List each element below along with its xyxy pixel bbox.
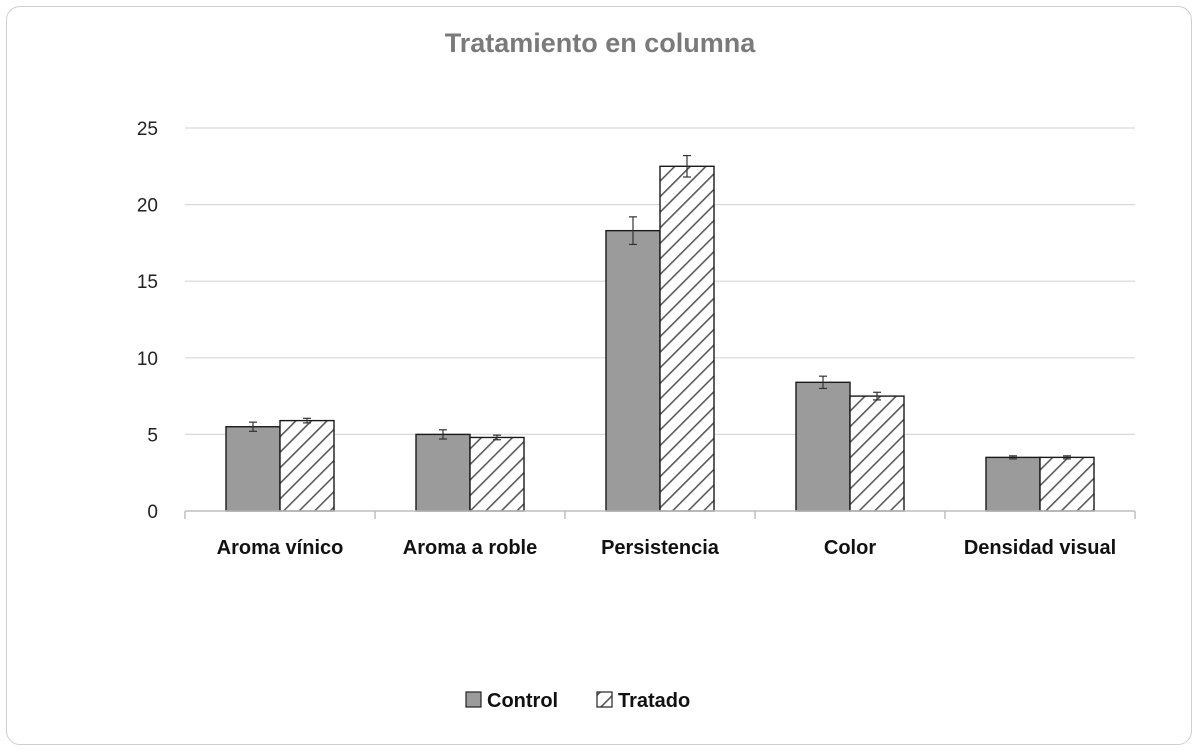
error-bar-tratado-1 [493, 434, 501, 441]
bar-tratado-1 [469, 436, 525, 512]
error-bars [249, 154, 1071, 460]
error-bar-tratado-0 [303, 417, 311, 424]
error-bar-control-3 [819, 375, 827, 390]
x-category-label: Color [824, 537, 876, 559]
y-tick-label: 25 [137, 119, 158, 140]
bar-control-2 [605, 229, 661, 512]
chart-title: Tratamiento en columna [445, 28, 757, 58]
y-axis-ticks: 0 5 10 15 20 25 [137, 119, 158, 523]
x-axis [184, 510, 1136, 519]
bar-tratado-2 [659, 165, 715, 512]
y-tick-label: 0 [147, 502, 158, 523]
x-category-label: Persistencia [601, 537, 720, 559]
y-tick-label: 10 [137, 349, 158, 370]
chart-frame [6, 6, 1192, 745]
bar-tratado-4 [1039, 456, 1095, 512]
bar-control-4 [985, 456, 1041, 512]
error-bar-control-0 [249, 421, 257, 432]
bar-tratado-3 [849, 395, 905, 512]
bar-control-1 [415, 433, 471, 512]
bar-tratado-0 [279, 419, 335, 512]
legend-swatch-control [465, 691, 482, 708]
error-bar-tratado-3 [873, 391, 881, 401]
bar-control-3 [795, 381, 851, 512]
y-tick-label: 5 [147, 425, 158, 446]
legend-swatch-tratado [596, 691, 613, 708]
legend-label-control: Control [487, 690, 558, 712]
error-bar-control-1 [439, 429, 447, 440]
bar-control-0 [225, 426, 281, 512]
y-tick-label: 15 [137, 272, 158, 293]
x-category-label: Aroma vínico [217, 537, 344, 559]
x-axis-labels: Aroma vínico Aroma a roble Persistencia Col… [217, 537, 1116, 559]
x-category-label: Aroma a roble [403, 537, 537, 559]
error-bar-control-4 [1009, 455, 1017, 460]
legend: Control Tratado [465, 690, 690, 712]
x-category-label: Densidad visual [964, 537, 1116, 559]
bars [225, 165, 1095, 512]
error-bar-tratado-4 [1063, 455, 1071, 460]
error-bar-control-2 [629, 216, 637, 246]
legend-label-tratado: Tratado [618, 690, 690, 712]
error-bar-tratado-2 [683, 154, 691, 178]
y-tick-label: 20 [137, 196, 158, 217]
